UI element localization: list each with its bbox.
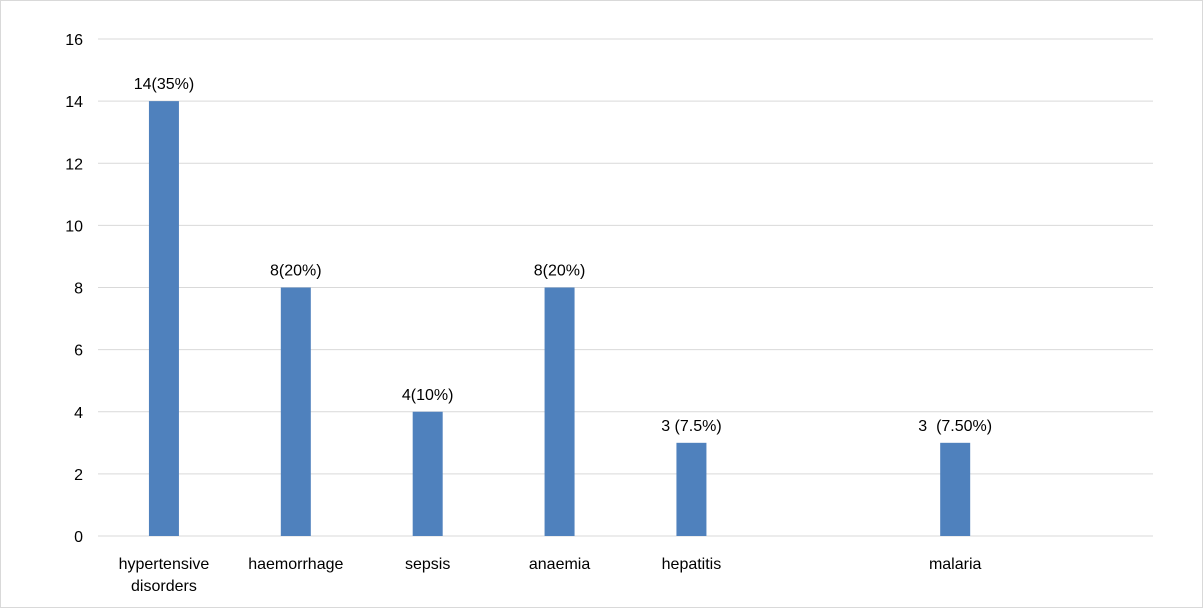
data-label: 4(10%) (402, 387, 454, 404)
category-label: hepatitis (662, 556, 722, 573)
gridlines (98, 38, 1153, 537)
bar (280, 287, 311, 536)
bar (676, 442, 707, 536)
y-tick-label: 8 (74, 281, 83, 298)
data-label: 3 (7.5%) (661, 418, 721, 435)
y-tick-label: 10 (65, 218, 83, 235)
bars (148, 101, 971, 536)
data-labels: 14(35%) 8(20%) 4(10%) 8(20%) 3 (7.5%) 3 (7.50… (134, 76, 992, 435)
y-tick-label: 2 (74, 467, 83, 484)
x-axis-categories: hypertensive disorders haemorrhage sepsis an… (119, 556, 982, 595)
bar (148, 101, 179, 536)
y-tick-label: 6 (74, 343, 83, 360)
y-tick-label: 14 (65, 94, 83, 111)
category-label: haemorrhage (248, 556, 343, 573)
y-tick-label: 16 (65, 32, 83, 49)
data-label: 8(20%) (270, 263, 322, 280)
y-tick-label: 4 (74, 405, 83, 422)
y-tick-label: 12 (65, 156, 83, 173)
bar (412, 411, 443, 536)
data-label: 8(20%) (534, 263, 586, 280)
category-label: malaria (929, 556, 982, 573)
y-axis-ticks: 0 2 4 6 8 10 12 14 16 (65, 32, 83, 546)
bar (544, 287, 575, 536)
y-tick-label: 0 (74, 529, 83, 546)
category-label: sepsis (405, 556, 450, 573)
data-label: 14(35%) (134, 76, 194, 93)
category-label: anaemia (529, 556, 590, 573)
bar (940, 442, 971, 536)
category-label: hypertensive disorders (119, 556, 210, 595)
data-label: 3 (7.50%) (918, 418, 992, 435)
